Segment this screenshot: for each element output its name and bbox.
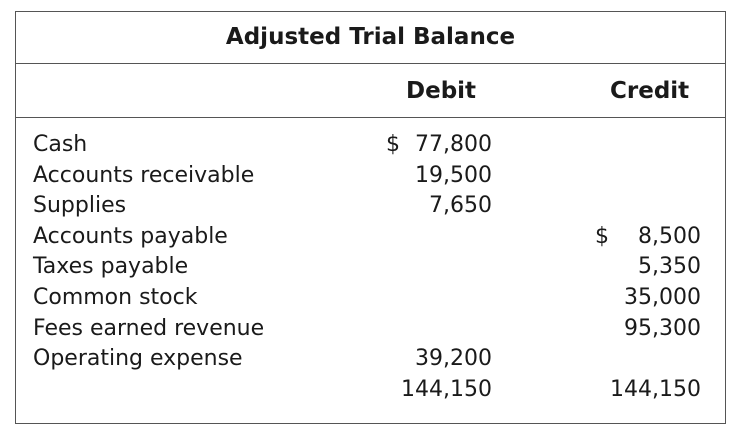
table-row: Common stock 35,000 [16, 283, 725, 314]
title-row: Adjusted Trial Balance [16, 12, 725, 64]
column-header-row: Debit Credit [16, 64, 725, 118]
table-row: Cash $77,800 [16, 130, 725, 161]
account-name: Supplies [33, 193, 127, 219]
account-name: Fees earned revenue [33, 315, 265, 341]
table-row: Taxes payable 5,350 [16, 252, 725, 283]
credit-amount: 95,300 [624, 315, 701, 341]
credit-amount: 35,000 [624, 284, 701, 310]
debit-amount: 39,200 [415, 346, 492, 372]
credit-total: 144,150 [610, 376, 701, 402]
table-title: Adjusted Trial Balance [225, 24, 516, 50]
trial-balance-table: Adjusted Trial Balance Debit Credit Cash… [15, 11, 726, 424]
account-name: Common stock [33, 284, 198, 310]
table-row: Accounts receivable 19,500 [16, 161, 725, 192]
account-name: Taxes payable [33, 254, 189, 280]
totals-row: 144,150 144,150 [16, 375, 725, 406]
account-name: Accounts payable [33, 223, 228, 249]
credit-column-header: Credit [610, 78, 690, 104]
debit-total: 144,150 [401, 376, 492, 402]
table-row: Fees earned revenue 95,300 [16, 314, 725, 345]
table-body: Cash $77,800 Accounts receivable 19,500 Supp… [16, 130, 725, 405]
account-name: Operating expense [33, 346, 243, 372]
debit-amount: 7,650 [429, 193, 492, 219]
table-row: Operating expense 39,200 [16, 344, 725, 375]
debit-dollar-sign: $ [386, 132, 400, 157]
credit-dollar-sign: $ [595, 223, 609, 249]
credit-amount: 5,350 [638, 254, 701, 280]
account-name: Cash [33, 132, 88, 157]
debit-column-header: Debit [406, 78, 477, 104]
debit-amount: 77,800 [415, 132, 492, 157]
credit-amount: 8,500 [638, 223, 701, 249]
debit-amount: 19,500 [415, 162, 492, 188]
table-row: Supplies 7,650 [16, 191, 725, 222]
account-name: Accounts receivable [33, 162, 255, 188]
table-row: Accounts payable $8,500 [16, 222, 725, 253]
